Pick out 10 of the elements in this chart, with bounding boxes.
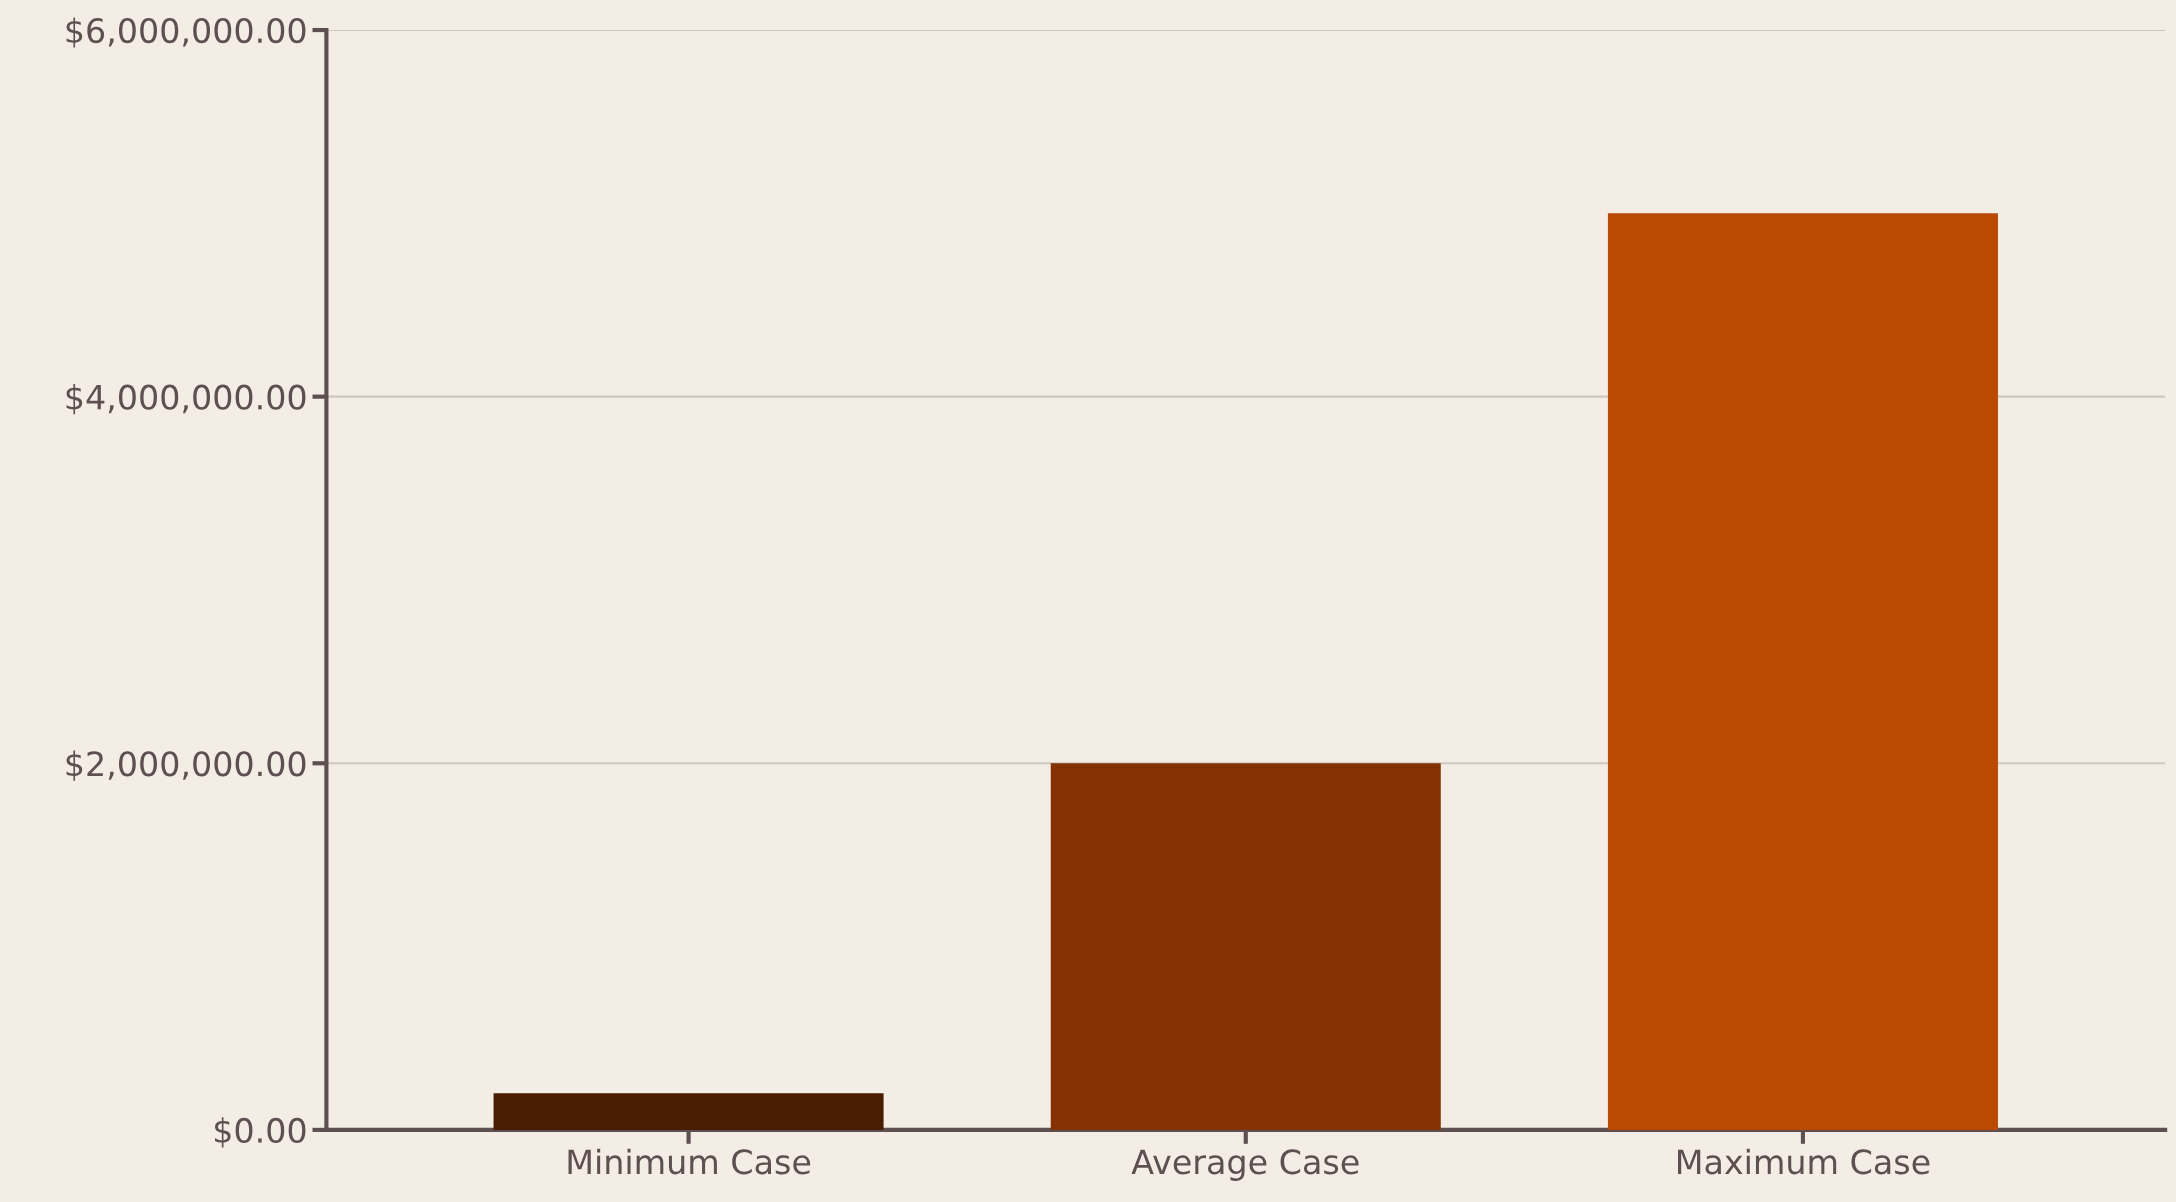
y-tick-label: $0.00	[214, 1117, 306, 1148]
x-tick-label: Maximum Case	[1678, 1148, 1930, 1175]
bar	[1607, 213, 1998, 1130]
y-tick-label: $2,000,000.00	[66, 750, 306, 781]
x-tick-label: Average Case	[1131, 1149, 1359, 1181]
bar	[493, 1093, 884, 1130]
y-tick-label: $4,000,000.00	[66, 384, 306, 415]
y-tick-label: $6,000,000.00	[66, 17, 306, 48]
x-tick-label: Minimum Case	[568, 1148, 811, 1175]
bar	[1050, 763, 1441, 1130]
